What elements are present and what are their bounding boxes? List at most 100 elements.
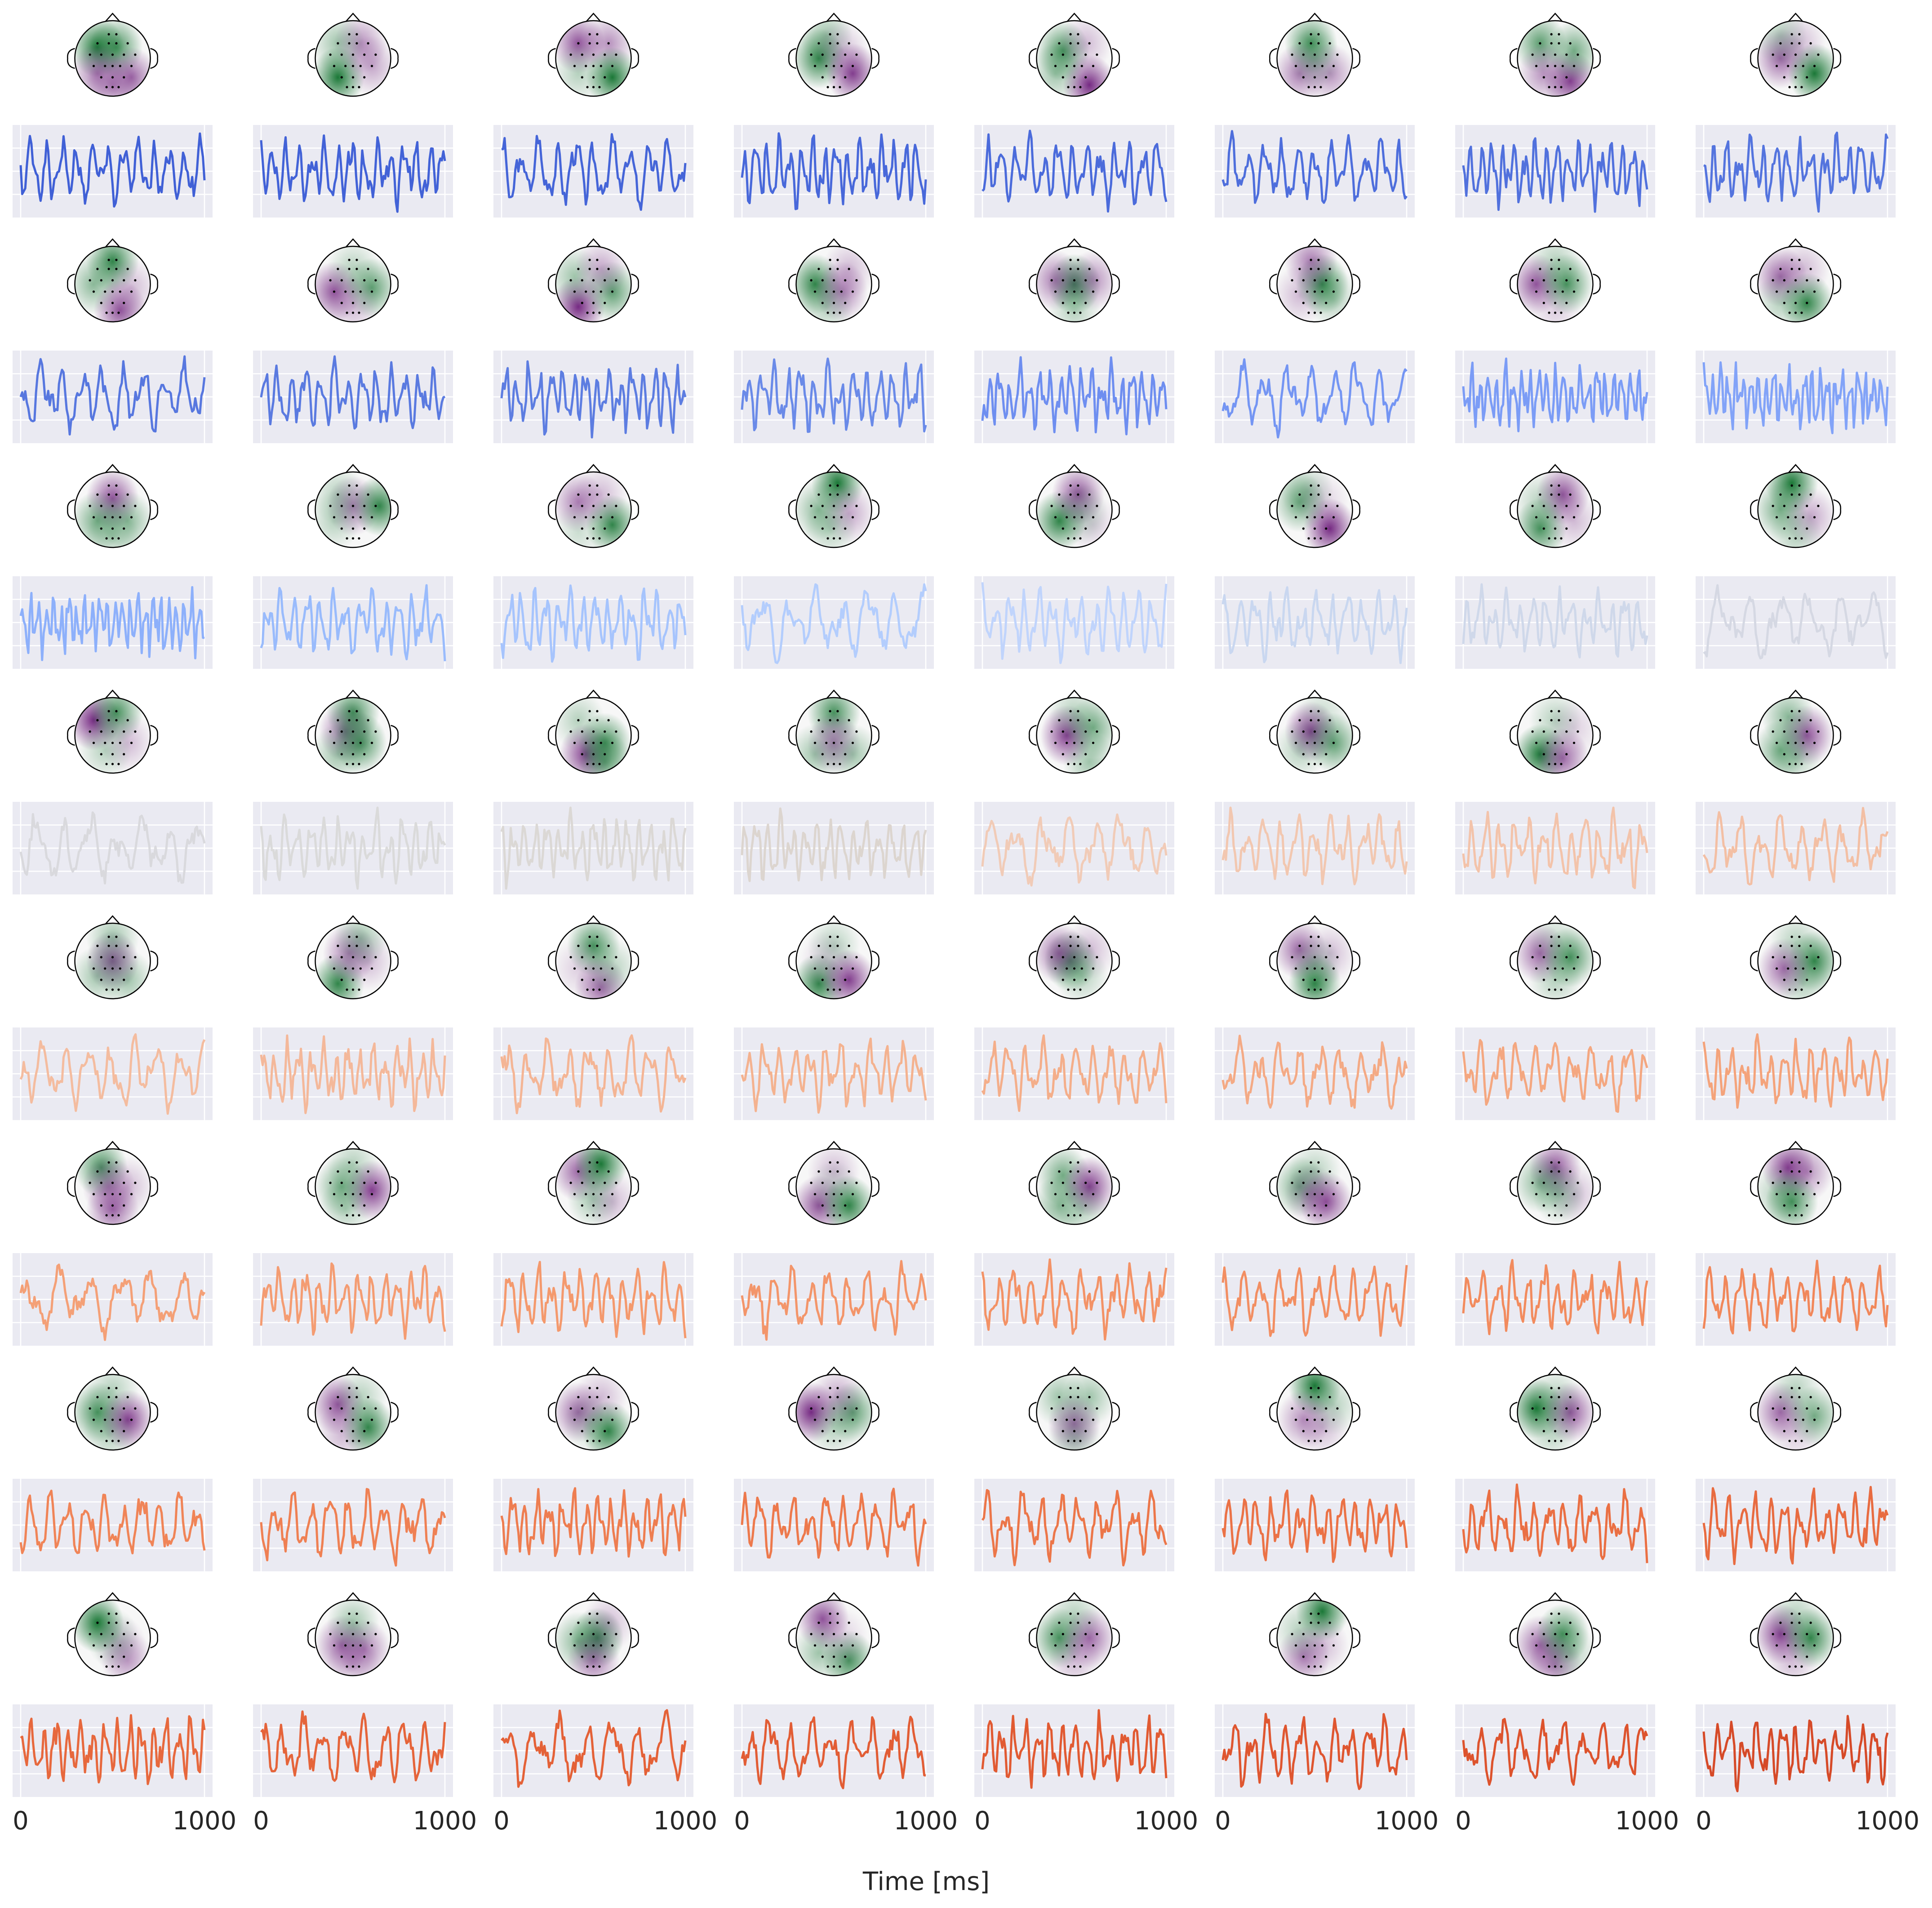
electrode xyxy=(1061,279,1064,282)
electrode xyxy=(829,1387,831,1389)
electrode xyxy=(105,86,108,89)
electrode xyxy=(1813,1193,1816,1196)
electrode xyxy=(1787,742,1790,744)
electrode xyxy=(1313,1419,1316,1421)
time-series-axes xyxy=(13,351,213,443)
electrode xyxy=(1548,311,1550,314)
electrode xyxy=(600,742,602,744)
topomap xyxy=(1269,1141,1360,1225)
component-signal-line xyxy=(1221,130,1408,204)
electrode xyxy=(596,493,599,496)
electrode xyxy=(596,484,599,487)
electrode xyxy=(1794,76,1797,79)
electrode xyxy=(346,1440,348,1442)
electrode xyxy=(604,527,606,530)
electrode xyxy=(1092,65,1095,67)
topo-blob xyxy=(1055,946,1109,999)
electrode xyxy=(1565,302,1568,304)
electrode xyxy=(123,53,125,56)
electrode xyxy=(1306,1419,1309,1421)
electrode xyxy=(1561,1193,1564,1196)
topomap xyxy=(788,1366,879,1451)
topo-blob xyxy=(1055,483,1109,544)
electrode xyxy=(1069,493,1072,496)
right-ear xyxy=(1352,1627,1360,1649)
right-ear xyxy=(391,1627,399,1649)
electrode xyxy=(1325,53,1328,56)
electrode xyxy=(363,1182,366,1184)
electrode xyxy=(348,484,351,487)
electrode xyxy=(844,1430,847,1432)
topo-blob xyxy=(1544,1623,1593,1676)
electrode xyxy=(1298,42,1301,44)
electrode xyxy=(105,1440,108,1442)
time-series-axes xyxy=(493,1479,693,1571)
x-tick-label: 0 xyxy=(1215,1806,1231,1836)
electrode xyxy=(1542,527,1545,530)
electrode xyxy=(832,978,835,981)
electrode xyxy=(607,944,610,947)
component-signal-line xyxy=(19,1263,206,1341)
head-outline xyxy=(1757,471,1834,548)
electrode xyxy=(607,267,610,271)
electrode xyxy=(1080,1419,1083,1421)
electrode xyxy=(604,302,606,304)
nose xyxy=(586,915,601,925)
electrode xyxy=(592,763,595,765)
electrode xyxy=(1328,1621,1331,1624)
electrode xyxy=(1061,1430,1064,1432)
electrode xyxy=(123,1407,125,1410)
nose xyxy=(1788,1141,1803,1150)
electrode xyxy=(1073,290,1076,293)
electrode xyxy=(1298,944,1301,947)
electrode xyxy=(1313,86,1316,89)
electrode xyxy=(1069,935,1072,938)
time-series-axes xyxy=(1455,576,1655,669)
electrode xyxy=(596,1612,599,1615)
left-ear xyxy=(1510,950,1518,972)
electrode xyxy=(611,65,614,67)
right-ear xyxy=(1112,273,1120,295)
electrode xyxy=(832,311,835,314)
electrode xyxy=(1067,86,1070,89)
topo-blob xyxy=(1063,731,1112,773)
component-signal-line xyxy=(1462,1718,1648,1786)
electrode xyxy=(115,1396,118,1398)
electrode xyxy=(123,1655,125,1658)
electrode xyxy=(832,1214,835,1217)
time-series-axes xyxy=(253,125,453,218)
electrode xyxy=(333,1419,336,1421)
electrode xyxy=(1550,1612,1553,1615)
electrode xyxy=(1794,1440,1797,1442)
electrode xyxy=(130,65,133,67)
electrode xyxy=(1806,302,1808,304)
electrode xyxy=(1084,1182,1087,1184)
nose xyxy=(105,1366,120,1376)
left-ear xyxy=(1750,273,1758,295)
electrode xyxy=(100,505,102,507)
electrode xyxy=(832,1204,835,1207)
electrode xyxy=(832,505,835,507)
electrode xyxy=(337,1621,339,1624)
time-series-axes xyxy=(493,125,693,218)
electrode xyxy=(111,1214,114,1217)
electrode xyxy=(333,967,336,970)
electrode xyxy=(1809,1621,1812,1624)
electrode xyxy=(1079,988,1082,991)
electrode xyxy=(1548,1214,1550,1217)
electrode xyxy=(1554,505,1557,507)
time-series-axes xyxy=(974,802,1174,894)
nose xyxy=(345,1141,361,1150)
electrode xyxy=(1798,1612,1801,1615)
electrode xyxy=(839,311,841,314)
left-ear xyxy=(1750,1401,1758,1423)
electrode xyxy=(348,1387,351,1389)
topo-blob xyxy=(319,1179,372,1224)
electrode xyxy=(1772,730,1774,733)
electrode xyxy=(1554,311,1557,314)
right-ear xyxy=(1352,499,1360,520)
left-ear xyxy=(788,950,796,972)
electrode xyxy=(855,1182,858,1184)
electrode xyxy=(1806,978,1808,981)
topo-blob xyxy=(82,1405,135,1450)
